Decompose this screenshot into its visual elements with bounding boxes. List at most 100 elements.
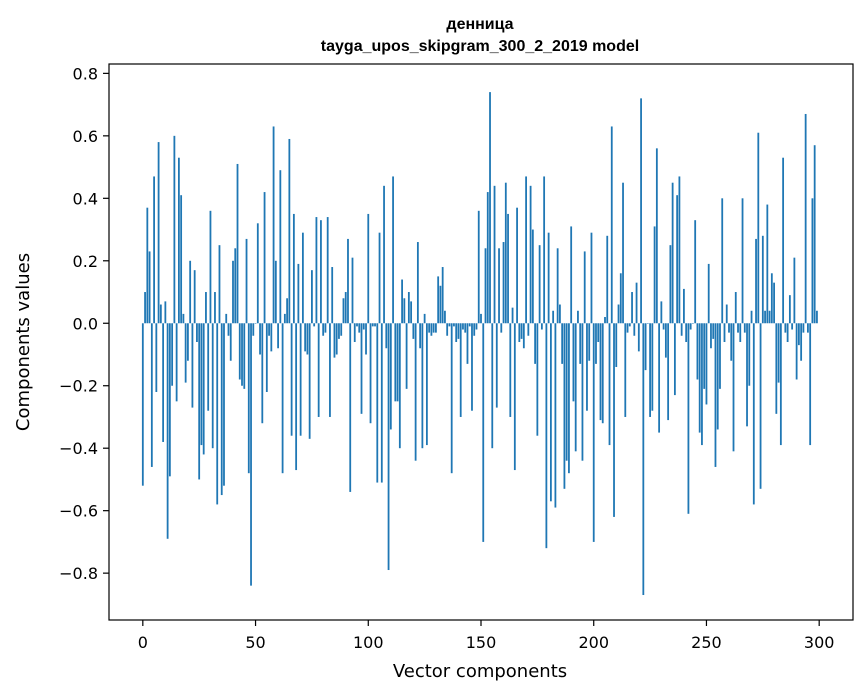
bar (493, 185, 496, 324)
bar (486, 192, 489, 324)
bar (315, 217, 318, 324)
bar (191, 323, 194, 408)
bar (369, 323, 372, 424)
bar (752, 323, 755, 505)
bar (816, 310, 818, 324)
bar (637, 323, 640, 352)
bar (631, 292, 633, 324)
bar (184, 323, 187, 383)
bar (658, 323, 661, 433)
bar (365, 323, 367, 355)
bar (520, 323, 523, 339)
bar (214, 292, 216, 324)
bar (768, 310, 771, 324)
bar (252, 323, 255, 336)
bar (175, 323, 178, 402)
bar (683, 288, 685, 324)
y-tick-label: 0.0 (73, 314, 98, 333)
bar (329, 323, 331, 417)
bar (180, 195, 183, 324)
bar (779, 323, 782, 446)
bar (710, 323, 712, 349)
bar (545, 323, 548, 549)
bar (761, 235, 764, 324)
bar (164, 301, 167, 324)
bar (766, 204, 769, 324)
bar (604, 317, 606, 324)
bar (229, 323, 232, 361)
bar (773, 282, 775, 324)
bar (450, 323, 453, 474)
bar (238, 323, 241, 380)
bar (270, 323, 273, 352)
bar (421, 323, 424, 449)
bar (362, 323, 365, 330)
y-axis-label: Components values (13, 253, 34, 431)
x-tick-label: 150 (466, 633, 497, 652)
bar (162, 323, 165, 442)
bar (241, 323, 243, 386)
bar (489, 92, 491, 324)
bar (182, 313, 185, 324)
bar (793, 257, 796, 324)
bar (349, 323, 352, 492)
bar (500, 323, 503, 333)
bar (516, 207, 518, 324)
bar (455, 323, 458, 342)
bar (606, 235, 609, 324)
bar (583, 251, 586, 324)
bar (554, 323, 557, 508)
bar-series (141, 92, 818, 596)
bar (737, 323, 739, 333)
bar (680, 323, 683, 336)
bar (664, 323, 667, 358)
bar (407, 292, 410, 324)
bar (308, 323, 311, 439)
bar (568, 323, 570, 474)
bar (522, 323, 525, 349)
y-tick-label: −0.8 (59, 564, 98, 583)
bar (590, 232, 593, 324)
bar (518, 323, 521, 342)
bar (653, 226, 656, 324)
bar (743, 323, 746, 333)
bar (322, 323, 325, 336)
x-axis: 0 50 100 150 200 250 300 (138, 620, 834, 652)
bar (473, 323, 476, 336)
bar (649, 323, 651, 417)
bar (414, 323, 417, 461)
bar (588, 323, 591, 361)
bar (150, 323, 153, 467)
bar (597, 323, 600, 342)
bar (502, 242, 505, 324)
bar (153, 176, 155, 324)
bar (678, 176, 681, 324)
bar (610, 126, 613, 324)
bar (689, 323, 692, 330)
bar (166, 323, 169, 539)
bar (387, 323, 390, 571)
bar (714, 323, 717, 467)
bar (459, 323, 462, 417)
x-tick-label: 250 (691, 633, 722, 652)
bar (198, 323, 201, 480)
bar (694, 220, 697, 324)
bar (538, 245, 541, 324)
bar (491, 323, 494, 449)
x-tick-label: 100 (353, 633, 384, 652)
bar (196, 323, 198, 342)
bar (534, 323, 537, 364)
bar (220, 323, 223, 496)
bar (549, 323, 552, 502)
bar (574, 323, 577, 452)
bar (464, 323, 467, 333)
bar (317, 323, 320, 417)
x-tick-label: 200 (578, 633, 609, 652)
bar (716, 323, 719, 430)
bar (527, 323, 530, 336)
bar (495, 323, 498, 408)
bar (234, 248, 237, 324)
bar (331, 267, 334, 324)
bar (207, 323, 210, 411)
bar (401, 279, 403, 324)
